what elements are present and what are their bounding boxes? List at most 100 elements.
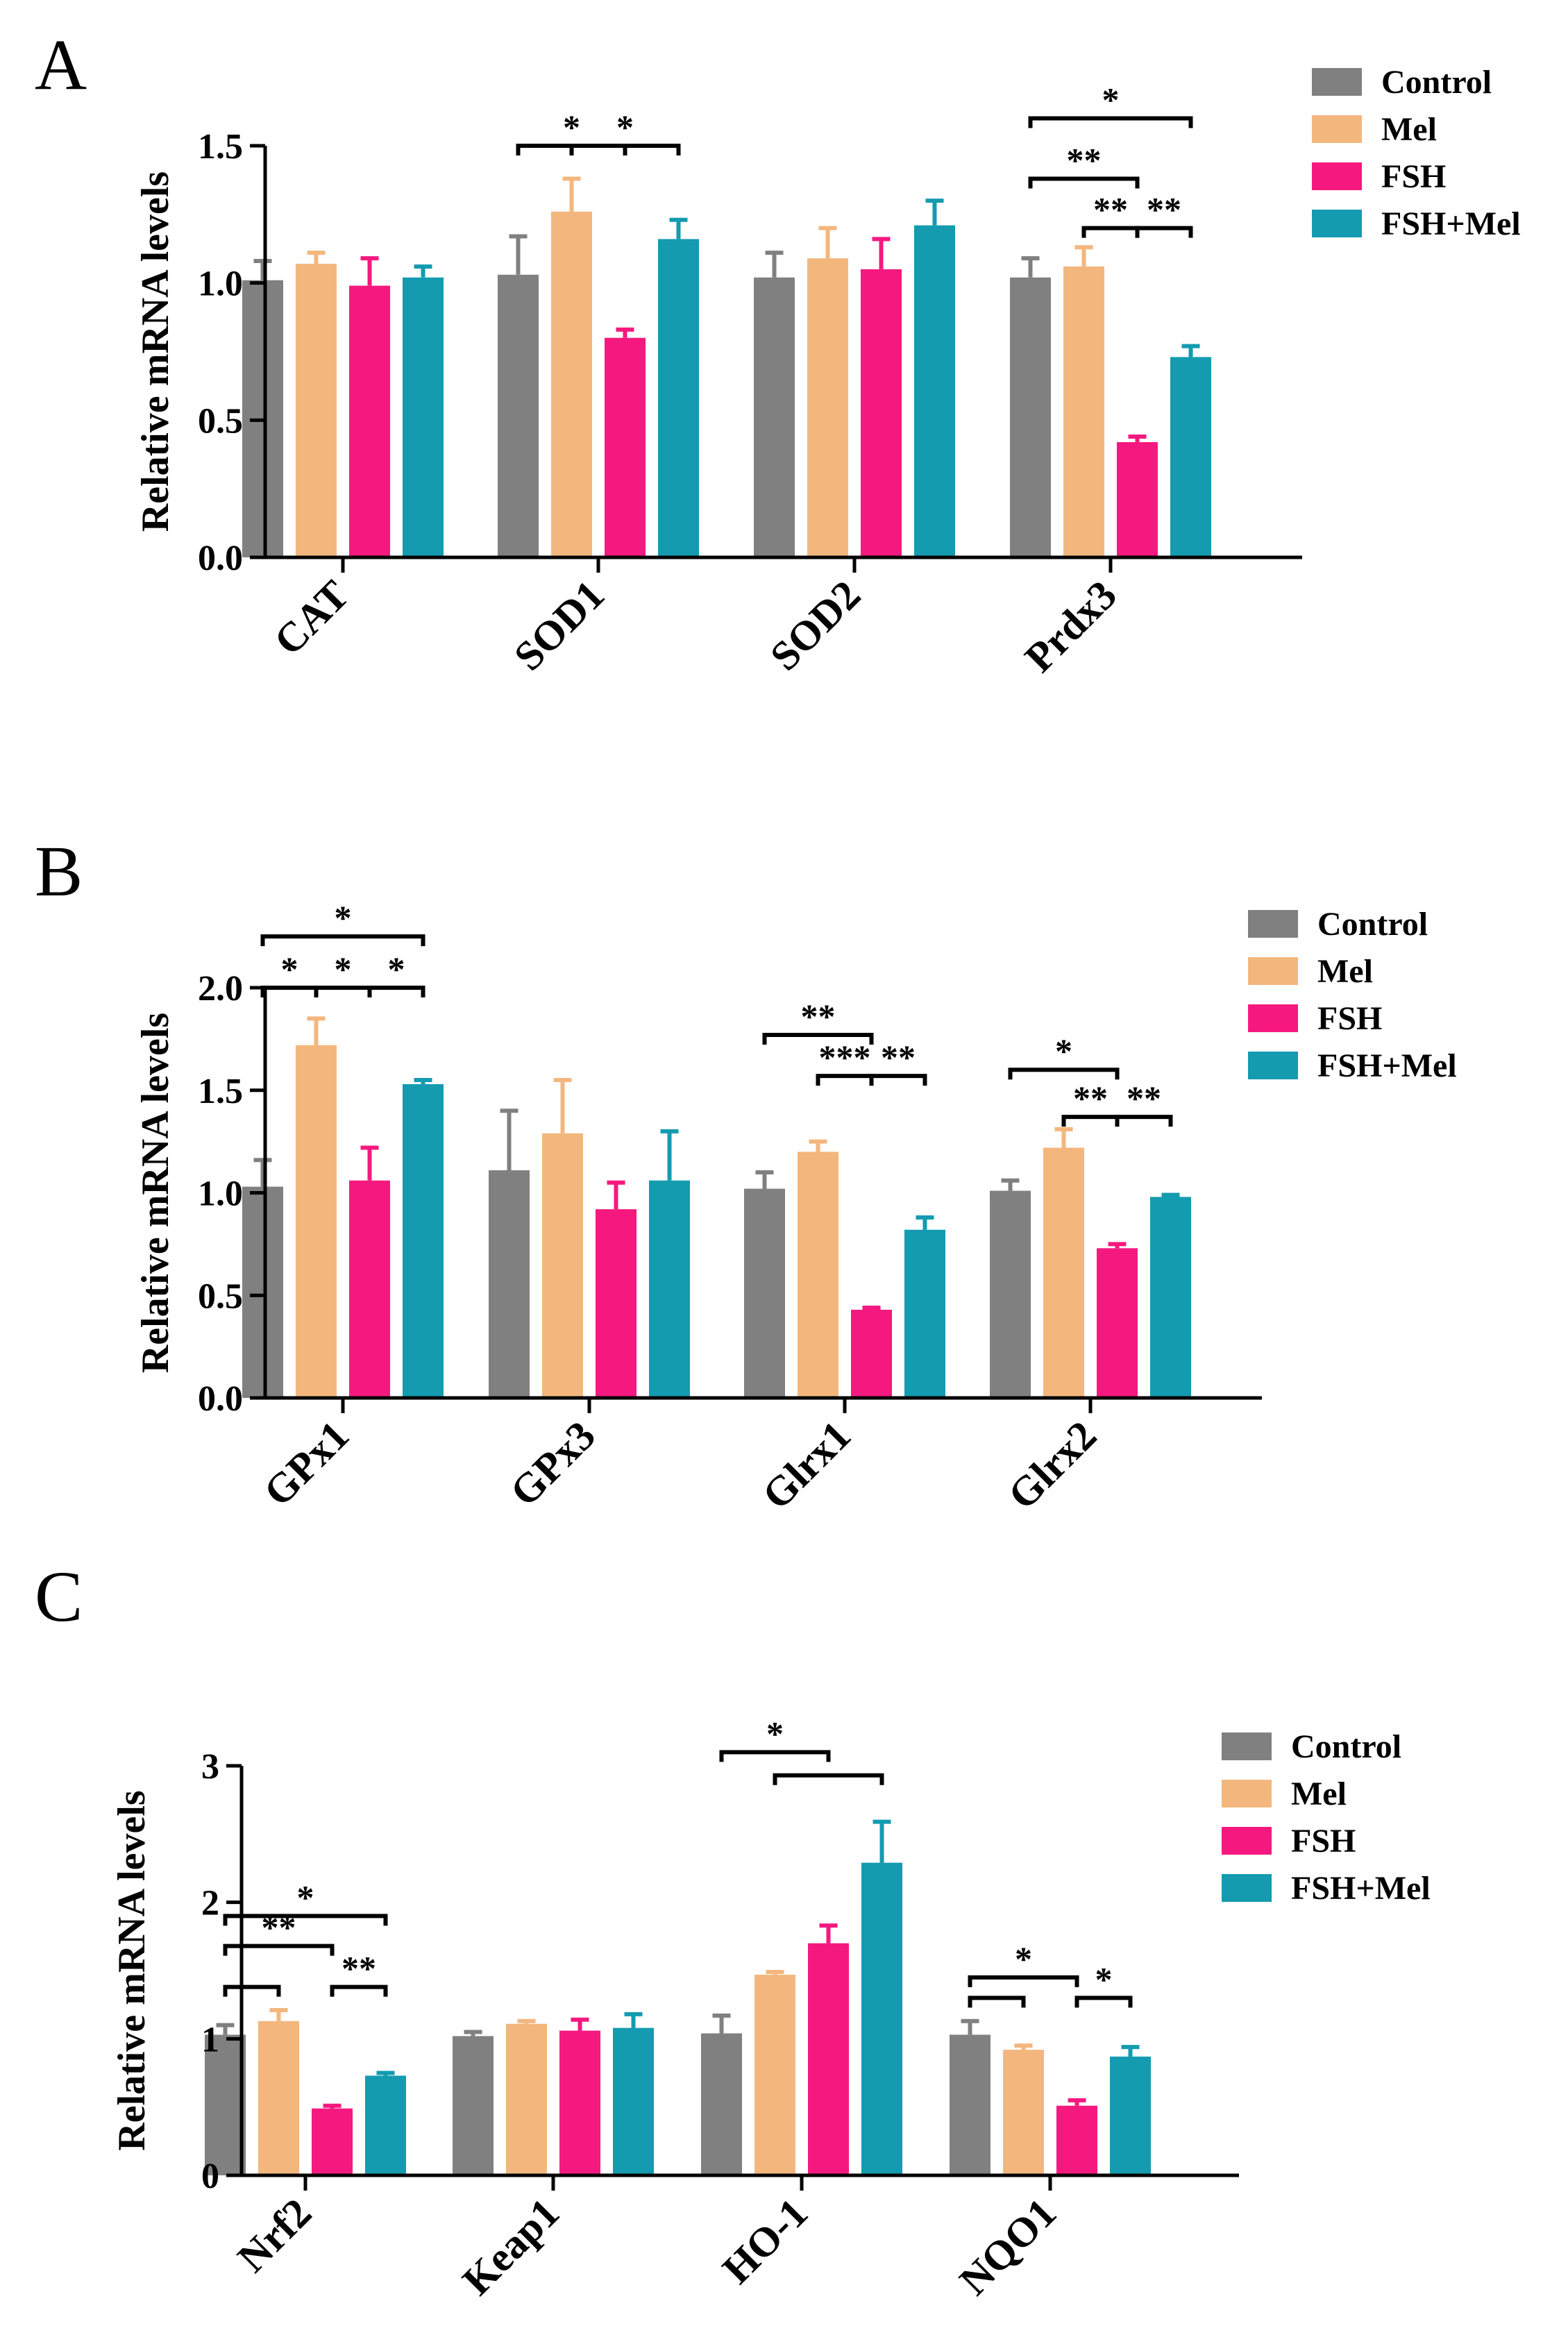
legend-swatch xyxy=(1248,957,1298,985)
y-tick-label: 2 xyxy=(201,1884,219,1923)
legend-swatch xyxy=(1222,1827,1272,1855)
significance-bracket xyxy=(1028,116,1193,128)
legend-label: Mel xyxy=(1291,1776,1347,1812)
significance-bracket xyxy=(223,1914,388,1926)
y-tick-label: 1.0 xyxy=(198,264,243,304)
significance-bracket xyxy=(1061,1115,1120,1127)
bar xyxy=(914,225,955,557)
significance-bracket xyxy=(968,1996,1026,2008)
legend-swatch xyxy=(1248,910,1298,938)
significance-marker: ** xyxy=(1067,140,1102,179)
significance-marker: * xyxy=(563,108,580,146)
x-tick-label: SOD2 xyxy=(761,572,869,680)
bar xyxy=(1097,1248,1138,1398)
bar xyxy=(403,277,444,557)
significance-bracket xyxy=(1074,1996,1133,2008)
significance-bracket xyxy=(1008,1068,1120,1080)
bar xyxy=(258,2021,299,2175)
bar xyxy=(242,1186,283,1398)
bar xyxy=(349,1180,390,1398)
bar xyxy=(489,1170,530,1398)
bar xyxy=(613,2027,654,2175)
bar xyxy=(506,2023,547,2175)
significance-bracket xyxy=(773,1773,884,1785)
bar xyxy=(312,2108,353,2175)
significance-marker: ** xyxy=(1127,1079,1161,1118)
x-tick-label: Nrf2 xyxy=(229,2190,320,2281)
legend-swatch xyxy=(1312,68,1362,96)
bar xyxy=(754,277,795,557)
significance-bracket xyxy=(260,986,319,997)
y-axis-label: Relative mRNA levels xyxy=(134,171,177,532)
significance-bracket xyxy=(1028,176,1140,189)
bar xyxy=(861,1862,902,2175)
significance-marker: * xyxy=(766,1714,784,1753)
bar xyxy=(403,1084,444,1398)
significance-marker: * xyxy=(335,898,352,937)
significance-marker: ** xyxy=(1073,1079,1108,1118)
legend-label: FSH+Mel xyxy=(1317,1047,1457,1084)
significance-marker: * xyxy=(281,950,298,988)
significance-bracket xyxy=(314,986,372,997)
bar xyxy=(1003,2050,1044,2175)
x-tick-label: CAT xyxy=(265,572,357,664)
bar xyxy=(798,1152,838,1398)
bar xyxy=(205,2034,246,2175)
significance-marker: ** xyxy=(1093,190,1128,229)
significance-bracket xyxy=(330,1984,388,1997)
x-tick-label: GPx3 xyxy=(501,1413,604,1515)
bar xyxy=(296,1045,337,1398)
y-tick-label: 2.0 xyxy=(198,969,243,1009)
bar xyxy=(1110,2056,1151,2175)
bar xyxy=(296,263,337,557)
bar xyxy=(596,1209,637,1398)
legend-label: FSH xyxy=(1381,158,1446,195)
significance-bracket xyxy=(1135,226,1193,238)
significance-bracket xyxy=(1115,1115,1173,1127)
significance-marker: * xyxy=(1015,1939,1032,1978)
significance-bracket xyxy=(569,144,681,155)
legend-label: FSH xyxy=(1317,1000,1382,1037)
panel-label: C xyxy=(35,1557,83,1637)
legend-swatch xyxy=(1248,1052,1298,1079)
y-axis-label: Relative mRNA levels xyxy=(110,1790,153,2150)
significance-marker: * xyxy=(1102,80,1120,119)
x-tick-label: NQO1 xyxy=(951,2190,1065,2304)
legend-label: Control xyxy=(1381,64,1492,101)
y-tick-label: 0 xyxy=(201,2157,219,2196)
y-tick-label: 1 xyxy=(201,2020,219,2059)
bar xyxy=(453,2036,494,2175)
significance-bracket xyxy=(762,1032,874,1045)
significance-bracket xyxy=(1081,226,1140,238)
y-tick-label: 3 xyxy=(201,1747,219,1787)
y-tick-label: 1.0 xyxy=(198,1174,243,1214)
significance-bracket xyxy=(816,1074,874,1086)
legend-swatch xyxy=(1222,1874,1272,1902)
legend-label: FSH+Mel xyxy=(1381,205,1521,242)
legend-swatch xyxy=(1312,115,1362,143)
legend-label: FSH+Mel xyxy=(1291,1870,1431,1907)
bar xyxy=(658,239,699,557)
bar xyxy=(1063,266,1104,557)
significance-marker: ** xyxy=(801,997,836,1036)
bar xyxy=(1056,2105,1097,2175)
bar xyxy=(701,2033,742,2175)
y-axis-label: Relative mRNA levels xyxy=(134,1013,177,1373)
significance-marker: * xyxy=(335,950,352,988)
significance-marker: * xyxy=(297,1878,314,1916)
legend-swatch xyxy=(1222,1780,1272,1807)
y-tick-label: 0.5 xyxy=(198,1276,243,1316)
bar xyxy=(990,1190,1031,1398)
significance-bracket xyxy=(260,934,425,947)
bar xyxy=(365,2075,406,2175)
significance-marker: ** xyxy=(342,1949,376,1988)
bar xyxy=(551,211,592,557)
legend-label: Control xyxy=(1317,906,1428,943)
significance-marker: * xyxy=(1055,1031,1072,1070)
bar xyxy=(605,337,646,557)
bar xyxy=(349,285,390,557)
bar xyxy=(559,2030,600,2175)
bar xyxy=(542,1133,583,1398)
x-tick-label: GPx1 xyxy=(255,1413,357,1515)
